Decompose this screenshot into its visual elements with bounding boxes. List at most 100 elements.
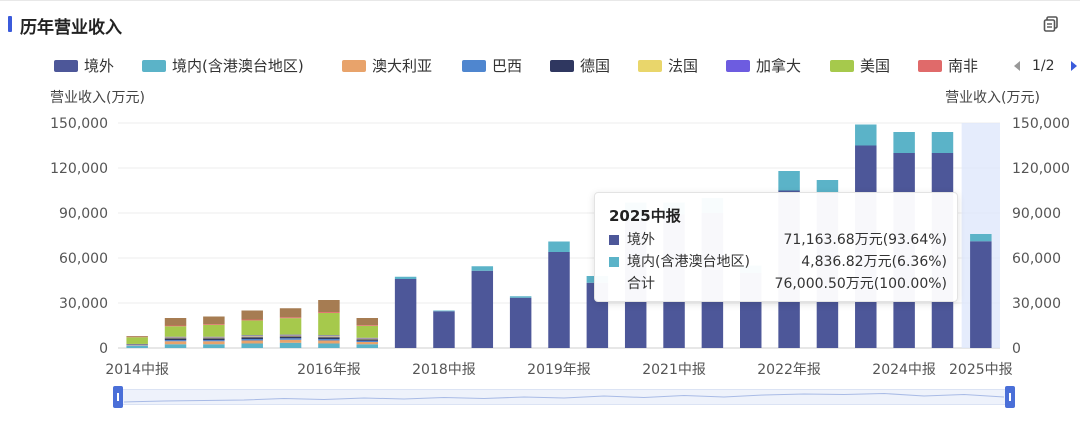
- legend-page-indicator: 1/2: [1032, 58, 1055, 74]
- chart-tooltip: 2025中报 境外 71,163.68万元(93.64%) 境内(含港澳台地区)…: [594, 192, 958, 302]
- tooltip-row-jingwai: 境外 71,163.68万元(93.64%): [609, 230, 947, 250]
- tooltip-row-jingnei: 境内(含港澳台地区) 4,836.82万元(6.36%): [609, 252, 947, 272]
- bar-segment: [855, 124, 877, 146]
- zoom-track[interactable]: [113, 389, 1015, 405]
- bar-segment: [203, 340, 225, 342]
- bar-segment: [279, 338, 302, 340]
- tooltip-color-dot: [609, 257, 619, 267]
- card-header: 历年营业收入: [0, 6, 1080, 40]
- bar-segment: [356, 342, 378, 345]
- y-tick-label-left: 120,000: [50, 161, 108, 177]
- tooltip-row-value: 76,000.50万元(100.00%): [774, 276, 947, 292]
- legend-label: 南非: [948, 57, 979, 75]
- tooltip-row-value: 71,163.68万元(93.64%): [783, 232, 947, 248]
- legend-swatch: [142, 60, 166, 72]
- bar-segment: [279, 317, 302, 319]
- bar-segment: [318, 343, 340, 348]
- revenue-chart: 营业收入(万元) 营业收入(万元) 0 0 30,000 30,000 60,000 60…: [50, 90, 1070, 378]
- zoom-handle-right[interactable]: [1005, 386, 1015, 408]
- legend-swatch: [462, 60, 486, 72]
- bar-segment: [279, 336, 302, 339]
- bar-segment: [509, 296, 532, 298]
- bar-segment: [164, 325, 187, 327]
- tooltip-row-value: 4,836.82万元(6.36%): [801, 254, 947, 270]
- bar-segment: [126, 337, 148, 344]
- top-divider: [0, 0, 1080, 1]
- bar-segment: [931, 132, 954, 153]
- tooltip-title: 2025中报: [609, 207, 681, 225]
- bar-segment: [164, 340, 187, 342]
- legend-swatch: [54, 60, 78, 72]
- legend-swatch: [726, 60, 750, 72]
- bar-segment: [356, 318, 378, 326]
- bar-segment: [279, 342, 302, 348]
- bar-segment: [893, 132, 915, 153]
- bar-segment: [164, 318, 187, 326]
- bar-segment: [318, 340, 340, 344]
- copy-icon[interactable]: [1042, 15, 1060, 33]
- legend-label: 巴西: [492, 57, 523, 75]
- bar-segment: [241, 320, 263, 336]
- bar-segment: [241, 335, 263, 337]
- bar-segment: [241, 337, 263, 339]
- bar-segment: [356, 337, 378, 339]
- y-tick-label-right: 30,000: [1012, 296, 1061, 312]
- x-tick-label: 2014中报: [105, 362, 169, 378]
- bar-segment: [318, 312, 340, 313]
- x-tick-label: 2024中报: [872, 362, 936, 378]
- bar-segment: [203, 324, 225, 337]
- bar-segment: [203, 344, 225, 348]
- bar-segment: [318, 312, 340, 336]
- bar-segment: [164, 337, 187, 339]
- y-tick-label-right: 60,000: [1012, 251, 1061, 267]
- y-tick-label-right: 120,000: [1012, 161, 1070, 177]
- bar-segment: [241, 336, 263, 338]
- zoom-trend-polyline: [123, 392, 1005, 403]
- bar-segment: [816, 180, 839, 192]
- bar-segment: [279, 334, 302, 336]
- bar-segment: [164, 341, 187, 345]
- x-tick-label: 2021中报: [642, 362, 706, 378]
- tooltip-row-name: 合计: [627, 276, 655, 292]
- legend-swatch: [550, 60, 574, 72]
- bar-segment: [241, 339, 263, 341]
- bar-segment: [548, 241, 570, 252]
- zoom-handle-left[interactable]: [113, 386, 123, 408]
- legend-swatch: [918, 60, 942, 72]
- bar-segment: [356, 339, 378, 341]
- bar-segment: [279, 335, 302, 337]
- legend-prev-arrow-icon[interactable]: [1010, 58, 1024, 74]
- y-tick-label-left: 0: [99, 341, 108, 357]
- legend-next-arrow-icon[interactable]: [1067, 58, 1080, 74]
- bar-segment: [471, 266, 494, 271]
- bar-segment: [356, 340, 378, 342]
- bar-segment: [433, 310, 455, 312]
- bar-segment: [241, 343, 263, 348]
- bar-segment: [394, 276, 417, 279]
- y-tick-label-right: 0: [1012, 341, 1021, 357]
- legend-label: 澳大利亚: [372, 57, 433, 75]
- data-zoom-slider[interactable]: [113, 386, 1015, 408]
- tooltip-color-dot: [609, 235, 619, 245]
- bar-segment: [203, 336, 225, 338]
- legend-label: 美国: [860, 57, 891, 75]
- tooltip-row-total: 合计 76,000.50万元(100.00%): [609, 274, 947, 294]
- bar-segment: [241, 340, 263, 344]
- x-tick-label: 2025中报: [949, 362, 1013, 378]
- legend-swatch: [342, 60, 366, 72]
- x-tick-label: 2018中报: [412, 362, 476, 378]
- bar-segment: [318, 337, 340, 339]
- bar-segment: [356, 344, 378, 348]
- bar-segment: [778, 171, 800, 191]
- bar-segment: [279, 318, 302, 335]
- bar-segment: [279, 308, 302, 318]
- legend-swatch: [830, 60, 854, 72]
- bar-segment: [548, 252, 570, 348]
- bar-segment: [164, 326, 187, 337]
- legend-label: 法国: [668, 57, 699, 75]
- bar-segment: [126, 336, 148, 337]
- x-axis-ticks: 2014中报 2016年报 2018中报 2019年报 2021中报 2022年报 2024…: [105, 362, 1012, 378]
- y-axis-name-right: 营业收入(万元): [945, 90, 1040, 106]
- tooltip-row-name: 境外: [627, 232, 655, 248]
- legend-label: 境外: [84, 57, 115, 75]
